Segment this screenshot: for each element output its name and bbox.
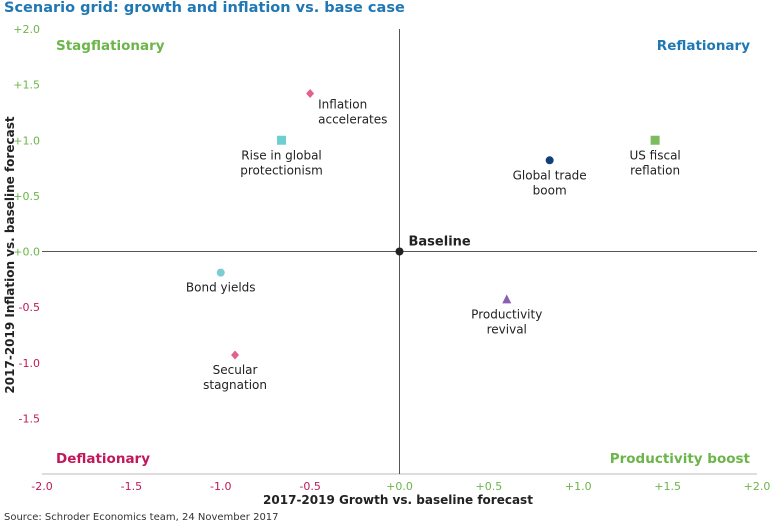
x-axis-label: 2017-2019 Growth vs. baseline forecast [263, 493, 533, 507]
quadrant-label: Stagflationary [56, 38, 165, 54]
us-fiscal-reflation-marker [650, 135, 660, 145]
x-tick-label: +1.5 [654, 480, 681, 493]
y-tick-label: +0.5 [13, 190, 40, 203]
productivity-revival-label-line: revival [487, 322, 527, 336]
y-tick-label: -1.0 [19, 357, 40, 370]
bond-yields-label: Bond yields [186, 281, 256, 295]
y-tick-label: +2.0 [13, 23, 40, 36]
global-trade-boom-label: Global trade boom [513, 168, 587, 197]
inflation-accelerates-label-line: accelerates [318, 113, 387, 127]
y-tick-label: +1.5 [13, 79, 40, 92]
productivity-revival-label-line: Productivity [471, 307, 542, 321]
rise-in-global-protectionism-label-line: Rise in global [241, 148, 321, 162]
quadrant-label: Productivity boost [610, 451, 751, 467]
x-tick-label: +1.0 [565, 480, 592, 493]
x-tick-label: -1.0 [210, 480, 231, 493]
global-trade-boom-label-line: Global trade [513, 168, 587, 182]
x-tick-label: +0.5 [476, 480, 503, 493]
x-tick-label: -1.5 [121, 480, 142, 493]
y-axis-label: 2017-2019 Inflation vs. baseline forecas… [3, 116, 17, 393]
rise-in-global-protectionism-label: Rise in global protectionism [240, 148, 323, 177]
x-tick-label: +2.0 [744, 480, 770, 493]
y-tick-label: -0.5 [19, 301, 40, 314]
y-tick-label: -1.5 [19, 412, 40, 425]
rise-in-global-protectionism-marker [277, 135, 287, 145]
us-fiscal-reflation-label: US fiscal reflation [629, 148, 680, 177]
baseline-marker [395, 247, 404, 256]
y-tick-label: +0.0 [13, 246, 40, 259]
global-trade-boom-marker [545, 156, 554, 165]
quadrant-label: Reflationary [657, 38, 750, 54]
y-tick-label: +1.0 [13, 134, 40, 147]
productivity-revival-marker [502, 294, 512, 304]
baseline-label: Baseline [409, 235, 471, 250]
baseline-label-line: Baseline [409, 235, 471, 250]
x-tick-label: -2.0 [31, 480, 52, 493]
inflation-accelerates-label-line: Inflation [318, 98, 367, 112]
rise-in-global-protectionism-label-line: protectionism [240, 163, 323, 177]
bond-yields-marker [216, 268, 225, 277]
us-fiscal-reflation-label-line: reflation [630, 163, 680, 177]
secular-stagnation-label: Secular stagnation [203, 363, 267, 392]
chart-title: Scenario grid: growth and inflation vs. … [4, 0, 405, 16]
inflation-accelerates-marker [306, 89, 315, 99]
secular-stagnation-label-line: stagnation [203, 378, 267, 392]
productivity-revival-label: Productivity revival [471, 307, 542, 336]
x-tick-label: +0.0 [386, 480, 413, 493]
inflation-accelerates-label: Inflation accelerates [318, 98, 387, 127]
bond-yields-label-line: Bond yields [186, 281, 256, 295]
secular-stagnation-label-line: Secular [213, 363, 258, 377]
global-trade-boom-label-line: boom [533, 183, 567, 197]
us-fiscal-reflation-label-line: US fiscal [629, 148, 680, 162]
source-note: Source: Schroder Economics team, 24 Nove… [4, 512, 279, 523]
quadrant-label: Deflationary [56, 451, 150, 467]
x-tick-label: -0.5 [299, 480, 320, 493]
secular-stagnation-marker [231, 350, 240, 360]
